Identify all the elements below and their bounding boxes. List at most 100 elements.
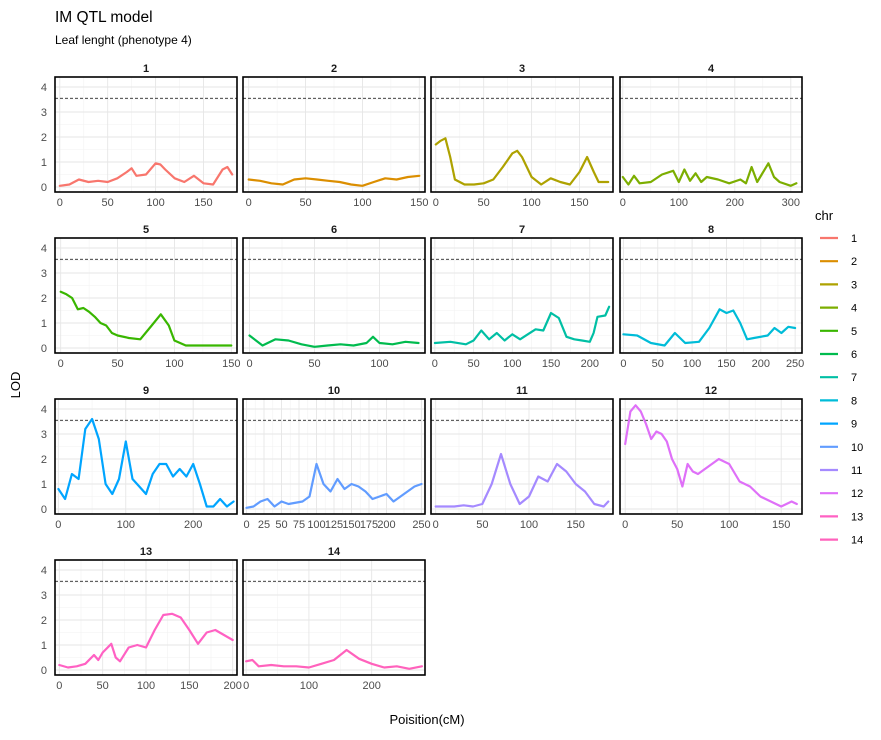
facet-border <box>242 559 426 676</box>
y-tick-label: 1 <box>41 157 47 169</box>
facet-border <box>54 76 238 193</box>
facet-chr-8: 8 0 50 100 150 200 250 <box>619 224 804 370</box>
y-tick-label: 0 <box>41 665 47 677</box>
facet-chr-12: 12 0 50 100 150 <box>619 385 803 531</box>
lod-line-chr-2 <box>247 174 421 187</box>
y-axis-label: LOD <box>8 372 23 399</box>
x-tick-label: 250 <box>412 519 430 531</box>
facet-border <box>430 76 614 193</box>
facet-border <box>430 237 614 354</box>
lod-line-chr-6 <box>248 334 420 348</box>
facet-strip-label: 2 <box>331 63 337 75</box>
y-tick-label: 0 <box>41 504 47 516</box>
facet-border <box>242 398 426 515</box>
x-tick-label: 200 <box>377 519 395 531</box>
facet-border <box>242 76 426 193</box>
x-tick-label: 175 <box>360 519 378 531</box>
y-tick-label: 1 <box>41 479 47 491</box>
y-tick-label: 3 <box>41 429 47 441</box>
lod-line-chr-10 <box>245 462 423 509</box>
lod-line-chr-12 <box>624 404 798 508</box>
y-tick-label: 1 <box>41 640 47 652</box>
facet-chr-2: 2 0 50 100 150 <box>242 63 428 209</box>
x-tick-label: 150 <box>717 358 735 370</box>
legend-label: 13 <box>851 511 863 523</box>
facet-chr-1: 1 0 1 2 3 4 0 50 100 150 <box>41 63 238 209</box>
facet-chr-3: 3 0 50 100 150 <box>430 63 614 209</box>
lod-line-chr-5 <box>59 290 233 347</box>
facet-border <box>430 398 614 515</box>
legend-label: 10 <box>851 442 863 454</box>
legend-item-5: 5 <box>820 326 857 338</box>
facet-border <box>619 76 803 193</box>
y-tick-label: 1 <box>41 318 47 330</box>
x-tick-label: 250 <box>786 358 804 370</box>
facet-chr-6: 6 0 50 100 <box>242 224 426 370</box>
x-tick-label: 50 <box>478 197 490 209</box>
facet-strip-label: 3 <box>519 63 525 75</box>
facet-chr-11: 11 0 50 100 150 <box>430 385 614 531</box>
facet-border <box>242 237 426 354</box>
y-tick-label: 4 <box>41 243 47 255</box>
x-tick-label: 50 <box>275 519 287 531</box>
x-tick-label: 150 <box>180 680 198 692</box>
x-tick-label: 100 <box>165 358 183 370</box>
x-tick-label: 100 <box>353 197 371 209</box>
facet-chr-7: 7 0 50 100 150 200 <box>430 224 614 370</box>
legend-label: 11 <box>851 465 862 477</box>
facet-border <box>619 237 803 354</box>
lod-line-chr-4 <box>621 162 798 187</box>
x-tick-label: 100 <box>300 680 318 692</box>
facet-border <box>54 559 238 676</box>
x-tick-label: 100 <box>137 680 155 692</box>
lod-line-chr-1 <box>58 162 234 187</box>
legend-label: 3 <box>851 279 857 291</box>
x-tick-label: 150 <box>772 519 790 531</box>
x-tick-label: 50 <box>476 519 488 531</box>
legend-label: 5 <box>851 326 857 338</box>
legend-label: 8 <box>851 395 857 407</box>
lod-line-chr-7 <box>433 305 611 346</box>
facet-chr-4: 4 0 100 200 300 <box>619 63 803 209</box>
x-tick-label: 0 <box>58 358 64 370</box>
facet-strip-label: 9 <box>143 385 149 397</box>
x-tick-label: 100 <box>683 358 701 370</box>
y-tick-label: 3 <box>41 268 47 280</box>
legend-label: 4 <box>851 303 857 315</box>
x-tick-label: 0 <box>433 197 439 209</box>
chart-subtitle: Leaf lenght (phenotype 4) <box>55 33 192 47</box>
legend-label: 12 <box>851 488 863 500</box>
x-tick-label: 50 <box>652 358 664 370</box>
y-tick-label: 0 <box>41 182 47 194</box>
y-tick-label: 2 <box>41 454 47 466</box>
x-tick-label: 100 <box>720 519 738 531</box>
x-tick-label: 100 <box>503 358 521 370</box>
x-tick-label: 200 <box>726 197 744 209</box>
y-tick-label: 2 <box>41 293 47 305</box>
facet-chr-13: 13 0 1 2 3 4 0 50 100 150 200 <box>41 546 242 692</box>
y-tick-label: 0 <box>41 343 47 355</box>
legend-label: 7 <box>851 372 857 384</box>
legend-item-9: 9 <box>820 419 857 431</box>
x-tick-label: 200 <box>752 358 770 370</box>
y-tick-label: 4 <box>41 565 47 577</box>
legend-item-12: 12 <box>820 488 863 500</box>
y-tick-label: 3 <box>41 590 47 602</box>
lod-line-chr-11 <box>434 452 610 508</box>
x-tick-label: 100 <box>370 358 388 370</box>
legend-item-4: 4 <box>820 303 857 315</box>
facet-border <box>54 237 238 354</box>
x-tick-label: 100 <box>522 197 540 209</box>
facet-chr-9: 9 0 1 2 3 4 0 100 200 <box>41 385 238 531</box>
lod-line-chr-14 <box>245 648 423 670</box>
x-tick-label: 50 <box>97 680 109 692</box>
legend-label: 1 <box>851 233 857 245</box>
x-tick-label: 25 <box>258 519 270 531</box>
y-tick-label: 4 <box>41 82 47 94</box>
x-tick-label: 0 <box>620 197 626 209</box>
x-tick-label: 150 <box>222 358 240 370</box>
facet-strip-label: 5 <box>143 224 149 236</box>
lod-line-chr-3 <box>434 137 610 186</box>
lod-line-chr-8 <box>622 308 797 347</box>
